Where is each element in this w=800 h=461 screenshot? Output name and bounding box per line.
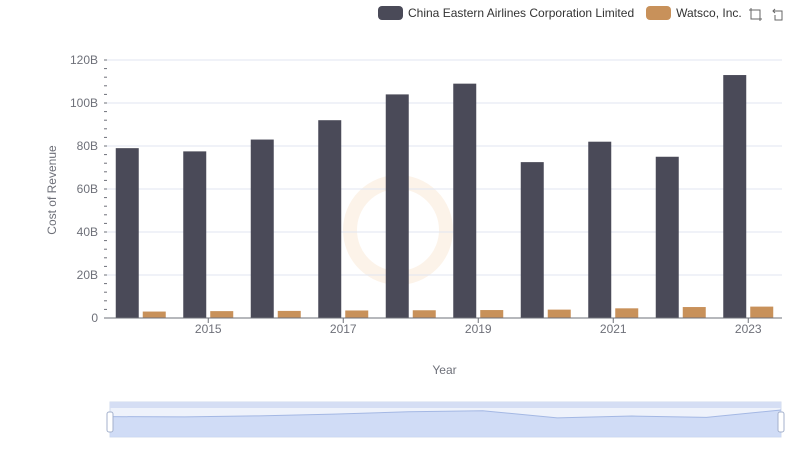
bar-china-eastern-airlines-corporation-limited-2021[interactable] [588,141,612,318]
y-tick-label: 40B [77,225,98,239]
bar-watsco-inc-2014[interactable] [142,311,166,318]
y-tick-label: 80B [77,139,98,153]
bar-china-eastern-airlines-corporation-limited-2017[interactable] [318,120,342,318]
bar-china-eastern-airlines-corporation-limited-2023[interactable] [723,75,747,318]
legend-label-watsco: Watsco, Inc. [676,6,742,20]
y-tick-label: 20B [77,268,98,282]
bar-china-eastern-airlines-corporation-limited-2015[interactable] [183,151,207,318]
bar-watsco-inc-2018[interactable] [412,310,436,318]
legend-swatch-china-eastern [378,6,403,20]
toolbox [748,7,794,22]
y-axis-label: Cost of Revenue [45,145,59,235]
bar-china-eastern-airlines-corporation-limited-2019[interactable] [453,83,477,319]
y-minor-ticks [104,59,107,319]
bar-watsco-inc-2017[interactable] [345,310,369,318]
bar-china-eastern-airlines-corporation-limited-2018[interactable] [385,94,409,319]
y-tick-label: 100B [70,96,98,110]
x-axis-ticks: 2015 2017 2019 2021 2023 [195,318,762,336]
slider-handle-left[interactable] [106,411,114,433]
y-tick-label: 120B [70,53,98,67]
bar-china-eastern-airlines-corporation-limited-2022[interactable] [655,156,679,318]
slider-handle-right[interactable] [777,411,785,433]
slider-top-bar[interactable] [110,402,781,408]
legend-label-china-eastern: China Eastern Airlines Corporation Limit… [408,6,635,20]
zoom-icon[interactable] [748,7,763,22]
bar-watsco-inc-2019[interactable] [480,310,504,318]
x-axis-label: Year [432,363,456,377]
bar-watsco-inc-2020[interactable] [547,309,571,318]
legend-item-china-eastern[interactable]: China Eastern Airlines Corporation Limit… [378,6,634,20]
x-tick-label: 2021 [600,322,627,336]
bars [115,75,774,319]
x-tick-label: 2023 [735,322,762,336]
bar-watsco-inc-2021[interactable] [615,308,639,318]
y-axis-ticks: 0 20B 40B 60B 80B 100B 120B [70,53,98,325]
bar-watsco-inc-2022[interactable] [682,307,706,318]
bar-china-eastern-airlines-corporation-limited-2014[interactable] [115,148,139,318]
slider-preview-line [109,409,782,419]
legend-item-watsco[interactable]: Watsco, Inc. [646,6,742,20]
bar-watsco-inc-2015[interactable] [210,311,234,318]
x-tick-label: 2017 [330,322,357,336]
legend: China Eastern Airlines Corporation Limit… [378,4,754,22]
legend-swatch-watsco [646,6,672,20]
bar-china-eastern-airlines-corporation-limited-2020[interactable] [520,162,544,318]
zoom-slider[interactable] [106,401,785,438]
y-tick-label: 60B [77,182,98,196]
bar-watsco-inc-2023[interactable] [750,306,774,318]
x-tick-label: 2015 [195,322,222,336]
x-tick-label: 2019 [465,322,492,336]
y-tick-label: 0 [91,311,98,325]
restore-icon[interactable] [771,7,786,22]
bar-watsco-inc-2016[interactable] [277,310,301,318]
bar-china-eastern-airlines-corporation-limited-2016[interactable] [250,139,274,318]
